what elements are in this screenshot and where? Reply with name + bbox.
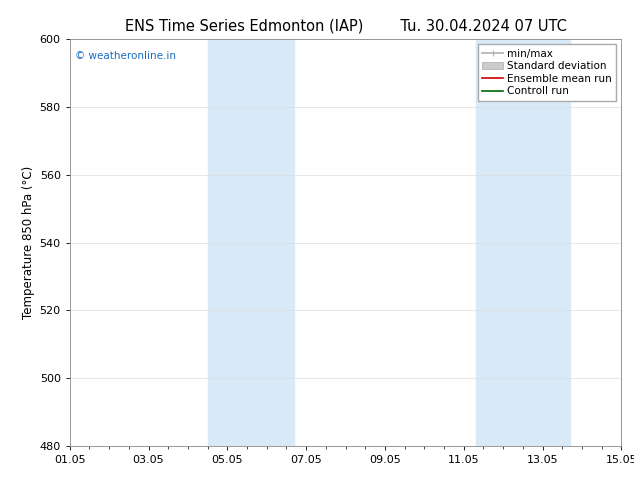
Bar xyxy=(207,39,294,446)
Title: ENS Time Series Edmonton (IAP)        Tu. 30.04.2024 07 UTC: ENS Time Series Edmonton (IAP) Tu. 30.04… xyxy=(125,19,566,34)
Y-axis label: Temperature 850 hPa (°C): Temperature 850 hPa (°C) xyxy=(22,166,36,319)
Bar xyxy=(476,39,570,446)
Legend: min/max, Standard deviation, Ensemble mean run, Controll run: min/max, Standard deviation, Ensemble me… xyxy=(478,45,616,100)
Text: © weatheronline.in: © weatheronline.in xyxy=(75,51,176,61)
